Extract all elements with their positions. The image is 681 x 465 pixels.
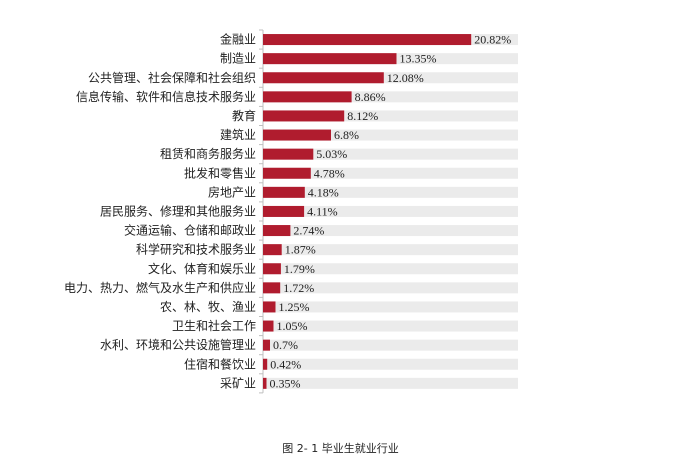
- bar: [263, 91, 352, 103]
- category-label: 文化、体育和娱乐业: [148, 261, 256, 276]
- value-label: 4.11%: [307, 204, 338, 218]
- value-label: 13.35%: [400, 52, 437, 66]
- value-label: 0.7%: [273, 338, 298, 352]
- bar-track: [263, 320, 518, 332]
- category-label: 租赁和商务服务业: [160, 146, 256, 161]
- bar-track: [263, 358, 518, 370]
- bar: [263, 301, 276, 313]
- bar: [263, 72, 384, 84]
- bar-track: [263, 91, 518, 103]
- bar: [263, 53, 397, 65]
- value-label: 4.78%: [314, 166, 345, 180]
- value-label: 12.08%: [387, 71, 424, 85]
- value-label: 6.8%: [334, 128, 359, 142]
- value-label: 20.82%: [474, 33, 511, 47]
- category-label: 批发和零售业: [184, 165, 256, 180]
- bar-track: [263, 244, 518, 256]
- value-label: 1.25%: [279, 300, 310, 314]
- value-label: 4.18%: [308, 185, 339, 199]
- value-label: 1.72%: [283, 281, 314, 295]
- value-label: 1.79%: [284, 262, 315, 276]
- bar-track: [263, 110, 518, 122]
- bar-track: [263, 72, 518, 84]
- bar: [263, 263, 281, 275]
- value-label: 5.03%: [316, 147, 347, 161]
- bar: [263, 358, 268, 370]
- bar: [263, 320, 274, 332]
- bar-track: [263, 225, 518, 237]
- bar-track: [263, 148, 518, 160]
- figure-caption: 图 2- 1 毕业生就业行业: [282, 442, 399, 455]
- category-label: 信息传输、软件和信息技术服务业: [76, 89, 256, 104]
- bar: [263, 110, 345, 122]
- value-label: 1.87%: [285, 243, 316, 257]
- value-label: 0.35%: [270, 376, 301, 390]
- bar-track: [263, 282, 518, 294]
- bar: [263, 129, 331, 141]
- bar-track: [263, 205, 518, 217]
- category-label: 建筑业: [220, 127, 256, 142]
- value-label: 1.05%: [277, 319, 308, 333]
- category-label: 公共管理、社会保障和社会组织: [88, 70, 256, 85]
- bar: [263, 339, 270, 351]
- category-label: 电力、热力、燃气及水生产和供应业: [64, 280, 256, 295]
- value-label: 2.74%: [293, 224, 324, 238]
- category-label: 交通运输、仓储和邮政业: [124, 223, 256, 238]
- bar-track: [263, 186, 518, 198]
- category-label: 金融业: [220, 32, 256, 47]
- bar: [263, 225, 291, 237]
- category-label: 教育: [232, 108, 256, 123]
- category-label: 房地产业: [208, 184, 256, 199]
- bar-chart: 金融业 20.82% 制造业 13.35% 公共管理、社会保障和社会组织 12.08% 信息…: [64, 29, 518, 394]
- value-label: 0.42%: [270, 357, 301, 371]
- value-label: 8.12%: [347, 109, 378, 123]
- category-label: 居民服务、修理和其他服务业: [100, 203, 256, 218]
- bar: [263, 186, 305, 198]
- category-label: 住宿和餐饮业: [184, 356, 256, 371]
- category-label: 农、林、牧、渔业: [160, 300, 256, 314]
- bar: [263, 282, 281, 294]
- bar: [263, 377, 267, 389]
- bar-track: [263, 377, 518, 389]
- category-label: 卫生和社会工作: [172, 318, 256, 333]
- category-label: 水利、环境和公共设施管理业: [100, 337, 256, 352]
- bar: [263, 205, 305, 217]
- category-label: 制造业: [220, 52, 256, 66]
- bar: [263, 244, 282, 256]
- bar-track: [263, 263, 518, 275]
- category-label: 采矿业: [220, 376, 256, 390]
- bar: [263, 148, 314, 160]
- bar: [263, 167, 311, 179]
- bar-track: [263, 301, 518, 313]
- bar: [263, 34, 472, 46]
- bar-track: [263, 167, 518, 179]
- category-label: 科学研究和技术服务业: [136, 242, 256, 257]
- bar-track: [263, 129, 518, 141]
- value-label: 8.86%: [355, 90, 386, 104]
- bar-track: [263, 339, 518, 351]
